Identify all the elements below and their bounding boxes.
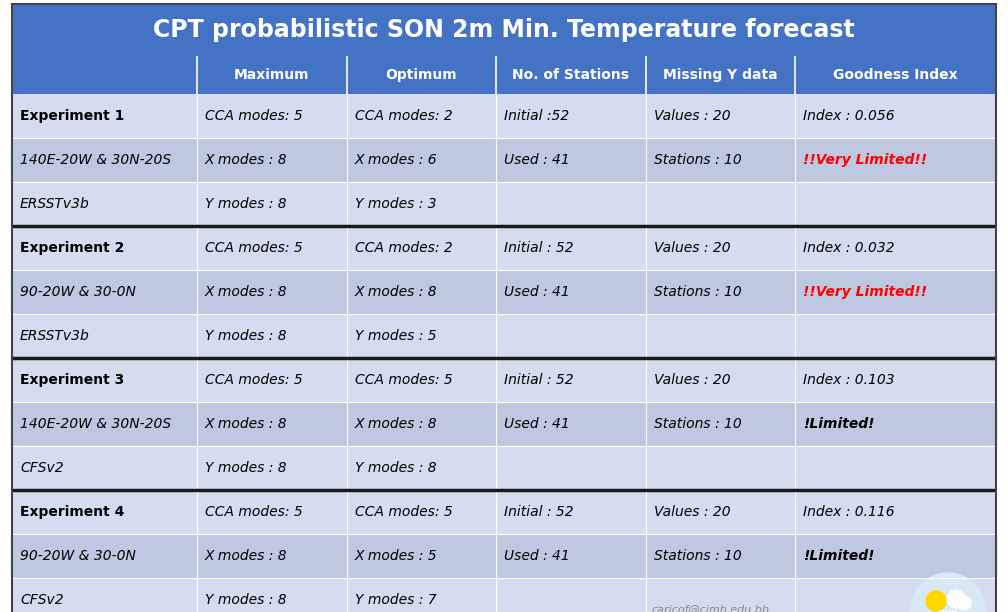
Text: 140E-20W & 30N-20S: 140E-20W & 30N-20S [20,417,171,431]
Text: Y modes : 8: Y modes : 8 [205,593,286,607]
Text: Optimum: Optimum [385,68,458,82]
Text: CCA modes: 5: CCA modes: 5 [205,241,302,255]
Text: Used : 41: Used : 41 [504,285,570,299]
Text: Stations : 10: Stations : 10 [654,153,742,167]
Text: Experiment 3: Experiment 3 [20,373,124,387]
Circle shape [910,573,986,612]
Text: X modes : 5: X modes : 5 [355,549,437,563]
Text: 140E-20W & 30N-20S: 140E-20W & 30N-20S [20,153,171,167]
Bar [12,314,996,358]
Text: Used : 41: Used : 41 [504,549,570,563]
Text: Initial : 52: Initial : 52 [504,241,574,255]
Text: 90-20W & 30-0N: 90-20W & 30-0N [20,549,136,563]
Text: CFSv2: CFSv2 [20,461,64,475]
Circle shape [957,596,971,610]
Text: CPT probabilistic SON 2m Min. Temperature forecast: CPT probabilistic SON 2m Min. Temperatur… [153,18,855,42]
Text: Stations : 10: Stations : 10 [654,417,742,431]
Text: Values : 20: Values : 20 [654,109,731,123]
Bar [12,270,996,314]
Text: X modes : 8: X modes : 8 [205,417,287,431]
Text: X modes : 8: X modes : 8 [355,285,437,299]
Text: Y modes : 5: Y modes : 5 [355,329,436,343]
Text: Y modes : 3: Y modes : 3 [355,197,436,211]
Text: CCA modes: 5: CCA modes: 5 [205,109,302,123]
Text: X modes : 6: X modes : 6 [355,153,437,167]
Text: No. of Stations: No. of Stations [512,68,629,82]
Bar [12,182,996,226]
Text: !Limited!: !Limited! [803,417,875,431]
Text: CIMH: CIMH [937,610,959,612]
Text: Y modes : 8: Y modes : 8 [205,461,286,475]
Bar [12,56,996,94]
Text: Index : 0.103: Index : 0.103 [803,373,895,387]
Bar [12,446,996,490]
Text: Experiment 4: Experiment 4 [20,505,124,519]
Circle shape [926,591,946,611]
Text: Values : 20: Values : 20 [654,505,731,519]
Text: Y modes : 7: Y modes : 7 [355,593,436,607]
Bar [12,138,996,182]
Bar [12,402,996,446]
Bar [12,534,996,578]
Bar [12,4,996,56]
Text: Stations : 10: Stations : 10 [654,549,742,563]
Text: CCA modes: 5: CCA modes: 5 [355,505,453,519]
Text: X modes : 8: X modes : 8 [205,549,287,563]
Text: Y modes : 8: Y modes : 8 [205,329,286,343]
Bar [12,490,996,534]
Text: Index : 0.032: Index : 0.032 [803,241,895,255]
Text: X modes : 8: X modes : 8 [355,417,437,431]
Text: Values : 20: Values : 20 [654,241,731,255]
Bar [12,578,996,612]
Text: !Limited!: !Limited! [803,549,875,563]
Text: CCA modes: 2: CCA modes: 2 [355,241,453,255]
Text: X modes : 8: X modes : 8 [205,153,287,167]
Text: X modes : 8: X modes : 8 [205,285,287,299]
Text: CCA modes: 5: CCA modes: 5 [205,373,302,387]
Text: Used : 41: Used : 41 [504,417,570,431]
Text: Experiment 1: Experiment 1 [20,109,124,123]
Text: Goodness Index: Goodness Index [834,68,958,82]
Text: ERSSTv3b: ERSSTv3b [20,197,90,211]
Text: !!Very Limited!!: !!Very Limited!! [803,285,927,299]
Text: Index : 0.116: Index : 0.116 [803,505,895,519]
Text: Experiment 2: Experiment 2 [20,241,124,255]
Text: Maximum: Maximum [234,68,309,82]
Text: Initial : 52: Initial : 52 [504,373,574,387]
Circle shape [947,590,965,608]
Bar [12,358,996,402]
Text: CFSv2: CFSv2 [20,593,64,607]
Text: ERSSTv3b: ERSSTv3b [20,329,90,343]
Text: caricof@cimh.edu.bb: caricof@cimh.edu.bb [651,604,770,612]
Text: Values : 20: Values : 20 [654,373,731,387]
Text: CCA modes: 5: CCA modes: 5 [205,505,302,519]
Text: Index : 0.056: Index : 0.056 [803,109,895,123]
Text: Stations : 10: Stations : 10 [654,285,742,299]
Bar [12,94,996,138]
Bar [12,226,996,270]
Text: CCA modes: 2: CCA modes: 2 [355,109,453,123]
Text: Initial :52: Initial :52 [504,109,570,123]
Text: !!Very Limited!!: !!Very Limited!! [803,153,927,167]
Text: 90-20W & 30-0N: 90-20W & 30-0N [20,285,136,299]
Text: Y modes : 8: Y modes : 8 [205,197,286,211]
Text: Missing Y data: Missing Y data [663,68,778,82]
Text: Used : 41: Used : 41 [504,153,570,167]
Text: Y modes : 8: Y modes : 8 [355,461,436,475]
Text: CCA modes: 5: CCA modes: 5 [355,373,453,387]
Text: Initial : 52: Initial : 52 [504,505,574,519]
